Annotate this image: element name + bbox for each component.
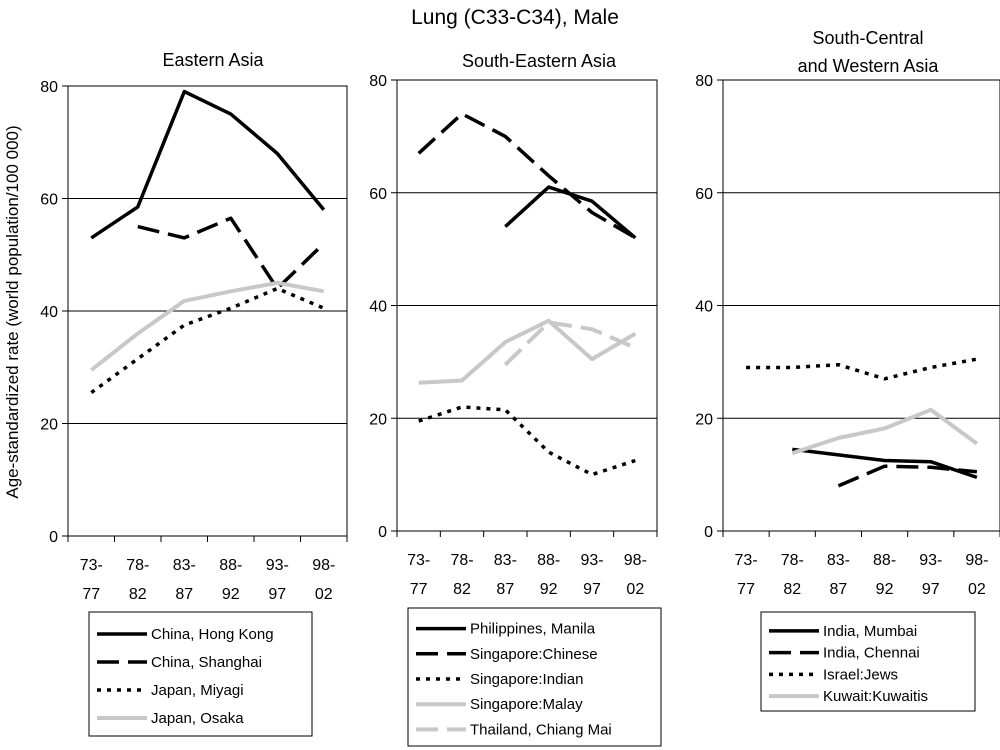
x-tick-label: 78-: [781, 552, 804, 569]
x-tick-label: 78-: [126, 557, 149, 574]
panel-title: South-Eastern Asia: [462, 51, 617, 71]
y-tick-label: 80: [40, 79, 58, 96]
x-tick-label: 73-: [735, 552, 758, 569]
panel-title: Eastern Asia: [162, 50, 264, 70]
x-tick-label: 82: [453, 581, 471, 598]
y-tick-label: 20: [40, 417, 58, 434]
x-tick-label: 97: [922, 581, 940, 598]
series-line-4: [791, 407, 979, 456]
legend-box: [407, 607, 662, 747]
x-tick-label: 98-: [312, 557, 335, 574]
y-tick-label: 0: [49, 529, 58, 546]
legend-label: Japan, Osaka: [151, 710, 244, 727]
x-tick-label: 77: [82, 586, 100, 603]
series-line-2: [837, 464, 978, 488]
legend-label: Singapore:Chinese: [470, 646, 598, 663]
x-tick-label: 92: [876, 581, 894, 598]
x-tick-label: 87: [496, 581, 514, 598]
legend-label: Kuwait:Kuwaitis: [823, 688, 928, 705]
x-tick-label: 98-: [965, 552, 988, 569]
x-tick-label: 02: [968, 581, 986, 598]
x-tick-label: 87: [830, 581, 848, 598]
y-tick-label: 80: [369, 73, 387, 90]
x-tick-label: 93-: [919, 552, 942, 569]
legend-label: Singapore:Indian: [470, 671, 583, 688]
x-tick-label: 98-: [624, 552, 647, 569]
series-line-5: [503, 320, 637, 367]
x-tick-label: 73-: [407, 552, 430, 569]
series-line-4: [418, 318, 637, 385]
x-tick-label: 02: [315, 586, 333, 603]
legend: India, Mumbai India, Chennai Israel:Jews Ku…: [760, 611, 976, 712]
series-line-1: [792, 447, 978, 480]
x-tick-label: 83-: [827, 552, 850, 569]
legend: China, Hong Kong China, Shanghai Japan, Mi…: [88, 611, 313, 737]
y-tick-label: 80: [695, 73, 713, 90]
y-axis-label: Age-standardized rate (world population/…: [3, 125, 22, 498]
x-tick-label: 82: [129, 586, 147, 603]
x-tick-label: 82: [783, 581, 801, 598]
x-tick-label: 93-: [266, 557, 289, 574]
y-tick-label: 40: [40, 304, 58, 321]
x-tick-label: 92: [540, 581, 558, 598]
x-tick-label: 02: [626, 581, 644, 598]
series-line-2: [417, 112, 637, 240]
x-tick-label: 83-: [173, 557, 196, 574]
legend-label: India, Mumbai: [823, 623, 917, 640]
series-line-2: [137, 216, 326, 291]
x-tick-label: 92: [222, 586, 240, 603]
x-tick-label: 93-: [580, 552, 603, 569]
y-tick-label: 60: [695, 186, 713, 203]
x-tick-label: 88-: [873, 552, 896, 569]
legend-label: Thailand, Chiang Mai: [470, 721, 612, 738]
y-tick-label: 60: [40, 192, 58, 209]
y-tick-label: 0: [378, 524, 387, 541]
legend-label: China, Shanghai: [151, 654, 262, 671]
x-tick-label: 97: [268, 586, 286, 603]
chart-panel-1: Eastern Asia02040608073-7778-8283-8788-9…: [40, 50, 348, 737]
legend: Philippines, Manila Singapore:Chinese Sing…: [407, 607, 662, 747]
legend-label: India, Chennai: [823, 645, 920, 662]
series-line-4: [90, 280, 325, 372]
series-line-1: [90, 89, 326, 240]
y-tick-label: 0: [704, 524, 713, 541]
x-tick-label: 78-: [450, 552, 473, 569]
y-tick-label: 20: [695, 411, 713, 428]
x-tick-label: 88-: [219, 557, 242, 574]
series-line-3: [90, 286, 325, 395]
legend-label: Philippines, Manila: [470, 621, 596, 638]
x-tick-label: 77: [410, 581, 428, 598]
y-tick-label: 40: [695, 299, 713, 316]
x-tick-label: 97: [583, 581, 601, 598]
y-tick-label: 20: [369, 411, 387, 428]
series-line-3: [418, 405, 636, 477]
panel-title: and Western Asia: [798, 56, 940, 76]
x-tick-label: 77: [737, 581, 755, 598]
series-line-3: [746, 357, 978, 381]
x-tick-label: 87: [175, 586, 193, 603]
figure-title: Lung (C33-C34), Male: [411, 6, 619, 29]
y-tick-label: 40: [369, 299, 387, 316]
panel-title: South-Central: [812, 28, 923, 48]
x-tick-label: 88-: [537, 552, 560, 569]
legend-label: China, Hong Kong: [151, 626, 274, 643]
legend-label: Japan, Miyagi: [151, 682, 244, 699]
x-tick-label: 73-: [80, 557, 103, 574]
chart-panels: Eastern Asia02040608073-7778-8283-8788-9…: [40, 28, 1000, 747]
legend-label: Singapore:Malay: [470, 696, 583, 713]
legend-label: Israel:Jews: [823, 666, 898, 683]
chart-panel-2: South-Eastern Asia02040608073-7778-8283-…: [369, 51, 662, 747]
y-tick-label: 60: [369, 186, 387, 203]
x-tick-label: 83-: [494, 552, 517, 569]
